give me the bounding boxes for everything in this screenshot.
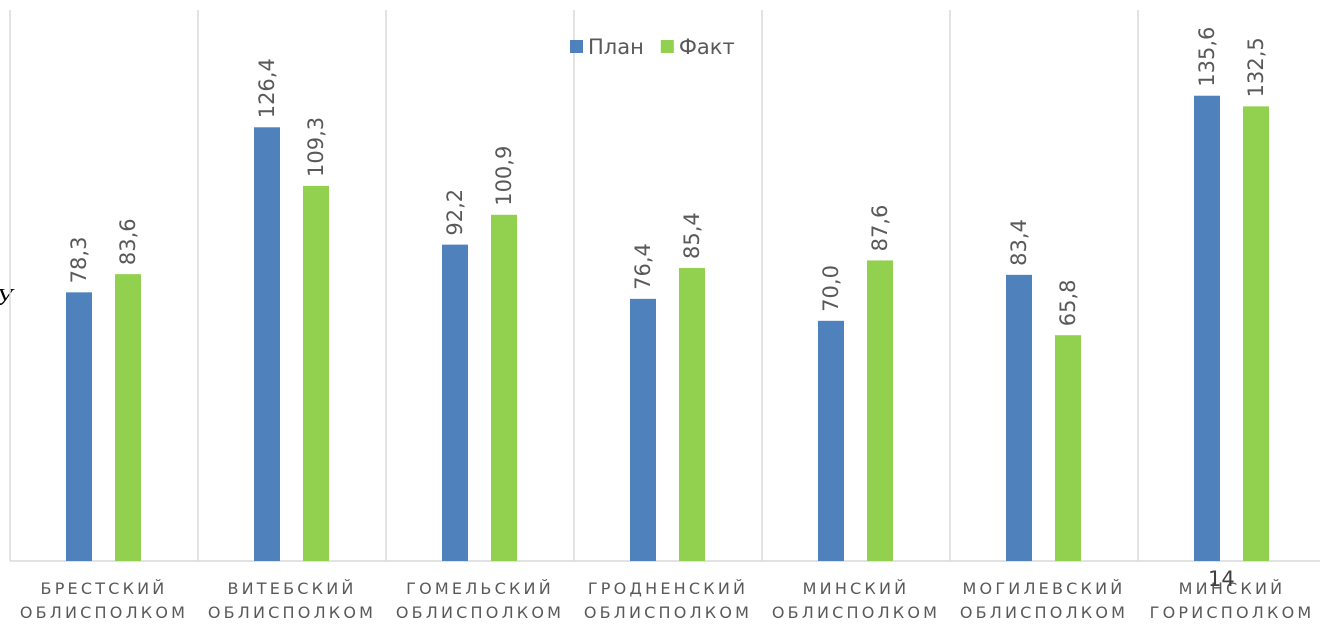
value-label: 85,4 [680, 212, 704, 259]
value-label: 65,8 [1056, 279, 1080, 326]
x-tick-label: ОБЛИСПОЛКОМ [772, 603, 940, 622]
x-tick-label: МИНСКИЙ [803, 579, 910, 598]
x-tick-label: ОБЛИСПОЛКОМ [208, 603, 376, 622]
x-tick-label: МОГИЛЕВСКИЙ [963, 579, 1126, 598]
annotation: У [0, 285, 15, 311]
value-label: 135,6 [1195, 27, 1219, 87]
bar [254, 127, 280, 561]
legend-label: План [588, 35, 644, 59]
x-tick-label: МИНСКИЙ [1179, 579, 1286, 598]
x-tick-label: ОБЛИСПОЛКОМ [20, 603, 188, 622]
bar [66, 292, 92, 561]
x-tick-label: ОБЛИСПОЛКОМ [396, 603, 564, 622]
annotation: 14 [1208, 567, 1235, 591]
value-label: 92,2 [443, 189, 467, 236]
value-label: 83,6 [116, 218, 140, 265]
x-tick-label: БРЕСТСКИЙ [41, 579, 168, 598]
legend-label: Факт [679, 35, 735, 59]
x-tick-label: ОБЛИСПОЛКОМ [960, 603, 1128, 622]
value-label: 83,4 [1007, 219, 1031, 266]
bar [115, 274, 141, 561]
bar [1006, 274, 1032, 561]
bar [442, 244, 468, 562]
value-label: 70,0 [819, 265, 843, 312]
value-label: 76,4 [631, 243, 655, 290]
legend-swatch [570, 40, 583, 53]
x-tick-label: ВИТЕБСКИЙ [227, 579, 356, 598]
value-label: 132,5 [1244, 37, 1268, 97]
bar [1194, 95, 1220, 561]
value-label: 87,6 [868, 205, 892, 252]
bar [491, 214, 517, 562]
bar [818, 320, 844, 561]
value-label: 78,3 [67, 237, 91, 284]
x-tick-label: ГОМЕЛЬСКИЙ [406, 579, 554, 598]
legend-swatch [660, 40, 674, 53]
bar [630, 298, 656, 561]
bar [303, 185, 329, 562]
bar [1055, 335, 1081, 561]
x-tick-label: ОБЛИСПОЛКОМ [584, 603, 752, 622]
value-label: 100,9 [492, 146, 516, 206]
x-tick-label: ГРОДНЕНСКИЙ [588, 579, 748, 598]
value-label: 109,3 [304, 117, 328, 177]
x-tick-label: ГОРИСПОЛКОМ [1150, 603, 1315, 622]
bar [867, 260, 893, 561]
bar [1243, 106, 1269, 561]
bar [679, 267, 705, 561]
value-label: 126,4 [255, 58, 279, 118]
